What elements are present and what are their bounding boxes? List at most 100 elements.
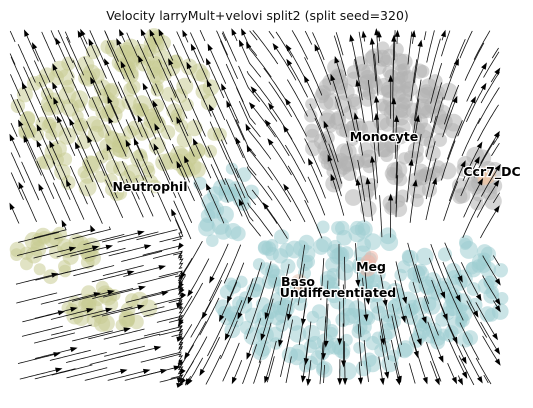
- streamline: [376, 30, 380, 64]
- streamline: [480, 132, 500, 164]
- cell-point: [393, 172, 408, 187]
- streamline: [344, 256, 346, 299]
- streamline: [69, 120, 88, 159]
- cell-point: [290, 343, 308, 361]
- velocity-arrowhead: [388, 193, 394, 201]
- streamline: [298, 303, 306, 346]
- cell-point: [339, 124, 353, 139]
- velocity-arrowhead: [176, 382, 184, 388]
- cluster-label-monocyte: Monocyte: [350, 129, 419, 144]
- velocity-arrowhead: [285, 44, 292, 52]
- cell-point: [353, 341, 366, 354]
- streamline: [431, 279, 448, 320]
- streamline: [199, 336, 220, 375]
- streamline: [491, 47, 499, 59]
- streamline: [357, 295, 362, 338]
- streamline: [235, 138, 257, 176]
- velocity-arrowhead: [246, 41, 252, 49]
- cell-point: [83, 156, 102, 174]
- streamline: [34, 221, 67, 239]
- streamline: [283, 126, 306, 164]
- cell-point: [366, 274, 382, 290]
- streamline: [172, 44, 191, 83]
- velocity-arrowhead: [421, 316, 427, 324]
- streamline: [226, 101, 245, 141]
- streamline: [333, 35, 347, 76]
- velocity-arrowhead: [49, 140, 55, 148]
- cell-point: [10, 248, 23, 261]
- streamline: [304, 199, 323, 239]
- streamline: [446, 120, 463, 160]
- streamline: [392, 303, 402, 345]
- velocity-arrowhead: [154, 123, 160, 131]
- streamline: [121, 161, 140, 200]
- streamline: [220, 139, 239, 178]
- cell-point: [72, 235, 89, 252]
- streamline: [117, 231, 159, 243]
- velocity-arrowhead: [391, 34, 397, 42]
- streamline: [376, 301, 385, 344]
- streamline: [219, 281, 238, 321]
- streamline: [460, 157, 480, 197]
- streamline: [220, 320, 238, 360]
- streamline: [263, 67, 288, 103]
- cell-point: [395, 104, 409, 118]
- velocity-arrowhead: [327, 154, 333, 162]
- streamline: [208, 45, 227, 84]
- velocity-arrowhead: [36, 140, 42, 148]
- streamline: [395, 161, 398, 204]
- streamline: [356, 81, 365, 123]
- velocity-arrowhead: [494, 305, 501, 313]
- velocity-arrowhead: [337, 338, 343, 346]
- streamline: [428, 257, 445, 298]
- cell-point: [84, 299, 103, 318]
- streamline: [273, 44, 297, 81]
- velocity-arrowhead: [176, 302, 184, 308]
- velocity-arrowhead: [120, 60, 126, 69]
- streamline: [17, 244, 59, 256]
- cell-point: [80, 255, 95, 270]
- streamline: [89, 30, 105, 64]
- streamline: [190, 300, 212, 338]
- streamline: [207, 81, 226, 121]
- cell-point: [280, 258, 296, 274]
- streamline: [409, 181, 417, 223]
- streamline: [266, 356, 275, 383]
- streamline: [9, 30, 16, 43]
- cell-point: [95, 280, 109, 294]
- streamline: [34, 332, 75, 344]
- cell-point: [358, 259, 377, 277]
- velocity-arrowhead: [440, 29, 446, 38]
- velocity-arrowhead: [247, 296, 253, 305]
- velocity-arrowhead: [494, 67, 501, 75]
- velocity-arrowhead: [231, 376, 237, 385]
- cell-point: [145, 108, 159, 121]
- cell-point: [54, 163, 71, 181]
- streamline: [283, 185, 306, 223]
- velocity-arrowhead: [334, 56, 340, 64]
- velocity-arrowhead: [457, 275, 463, 283]
- streamline: [221, 84, 240, 124]
- streamline: [251, 87, 278, 122]
- streamline: [457, 97, 476, 137]
- streamline: [34, 307, 76, 319]
- streamline: [410, 59, 418, 101]
- streamline: [119, 333, 161, 345]
- streamline: [459, 30, 473, 59]
- velocity-arrowhead: [355, 178, 361, 186]
- streamline: [188, 258, 210, 296]
- cell-point: [193, 176, 207, 191]
- cell-point: [254, 317, 272, 335]
- velocity-arrowhead: [207, 43, 213, 51]
- cell-point: [381, 84, 394, 98]
- velocity-arrowhead: [133, 138, 139, 146]
- streamline: [235, 168, 257, 206]
- velocity-arrowhead: [205, 57, 212, 66]
- streamline: [71, 78, 90, 117]
- streamline: [265, 277, 278, 318]
- cell-point: [421, 182, 437, 198]
- velocity-arrowhead: [394, 29, 400, 37]
- streamline: [23, 66, 42, 106]
- streamline: [106, 145, 125, 184]
- streamline: [152, 250, 183, 259]
